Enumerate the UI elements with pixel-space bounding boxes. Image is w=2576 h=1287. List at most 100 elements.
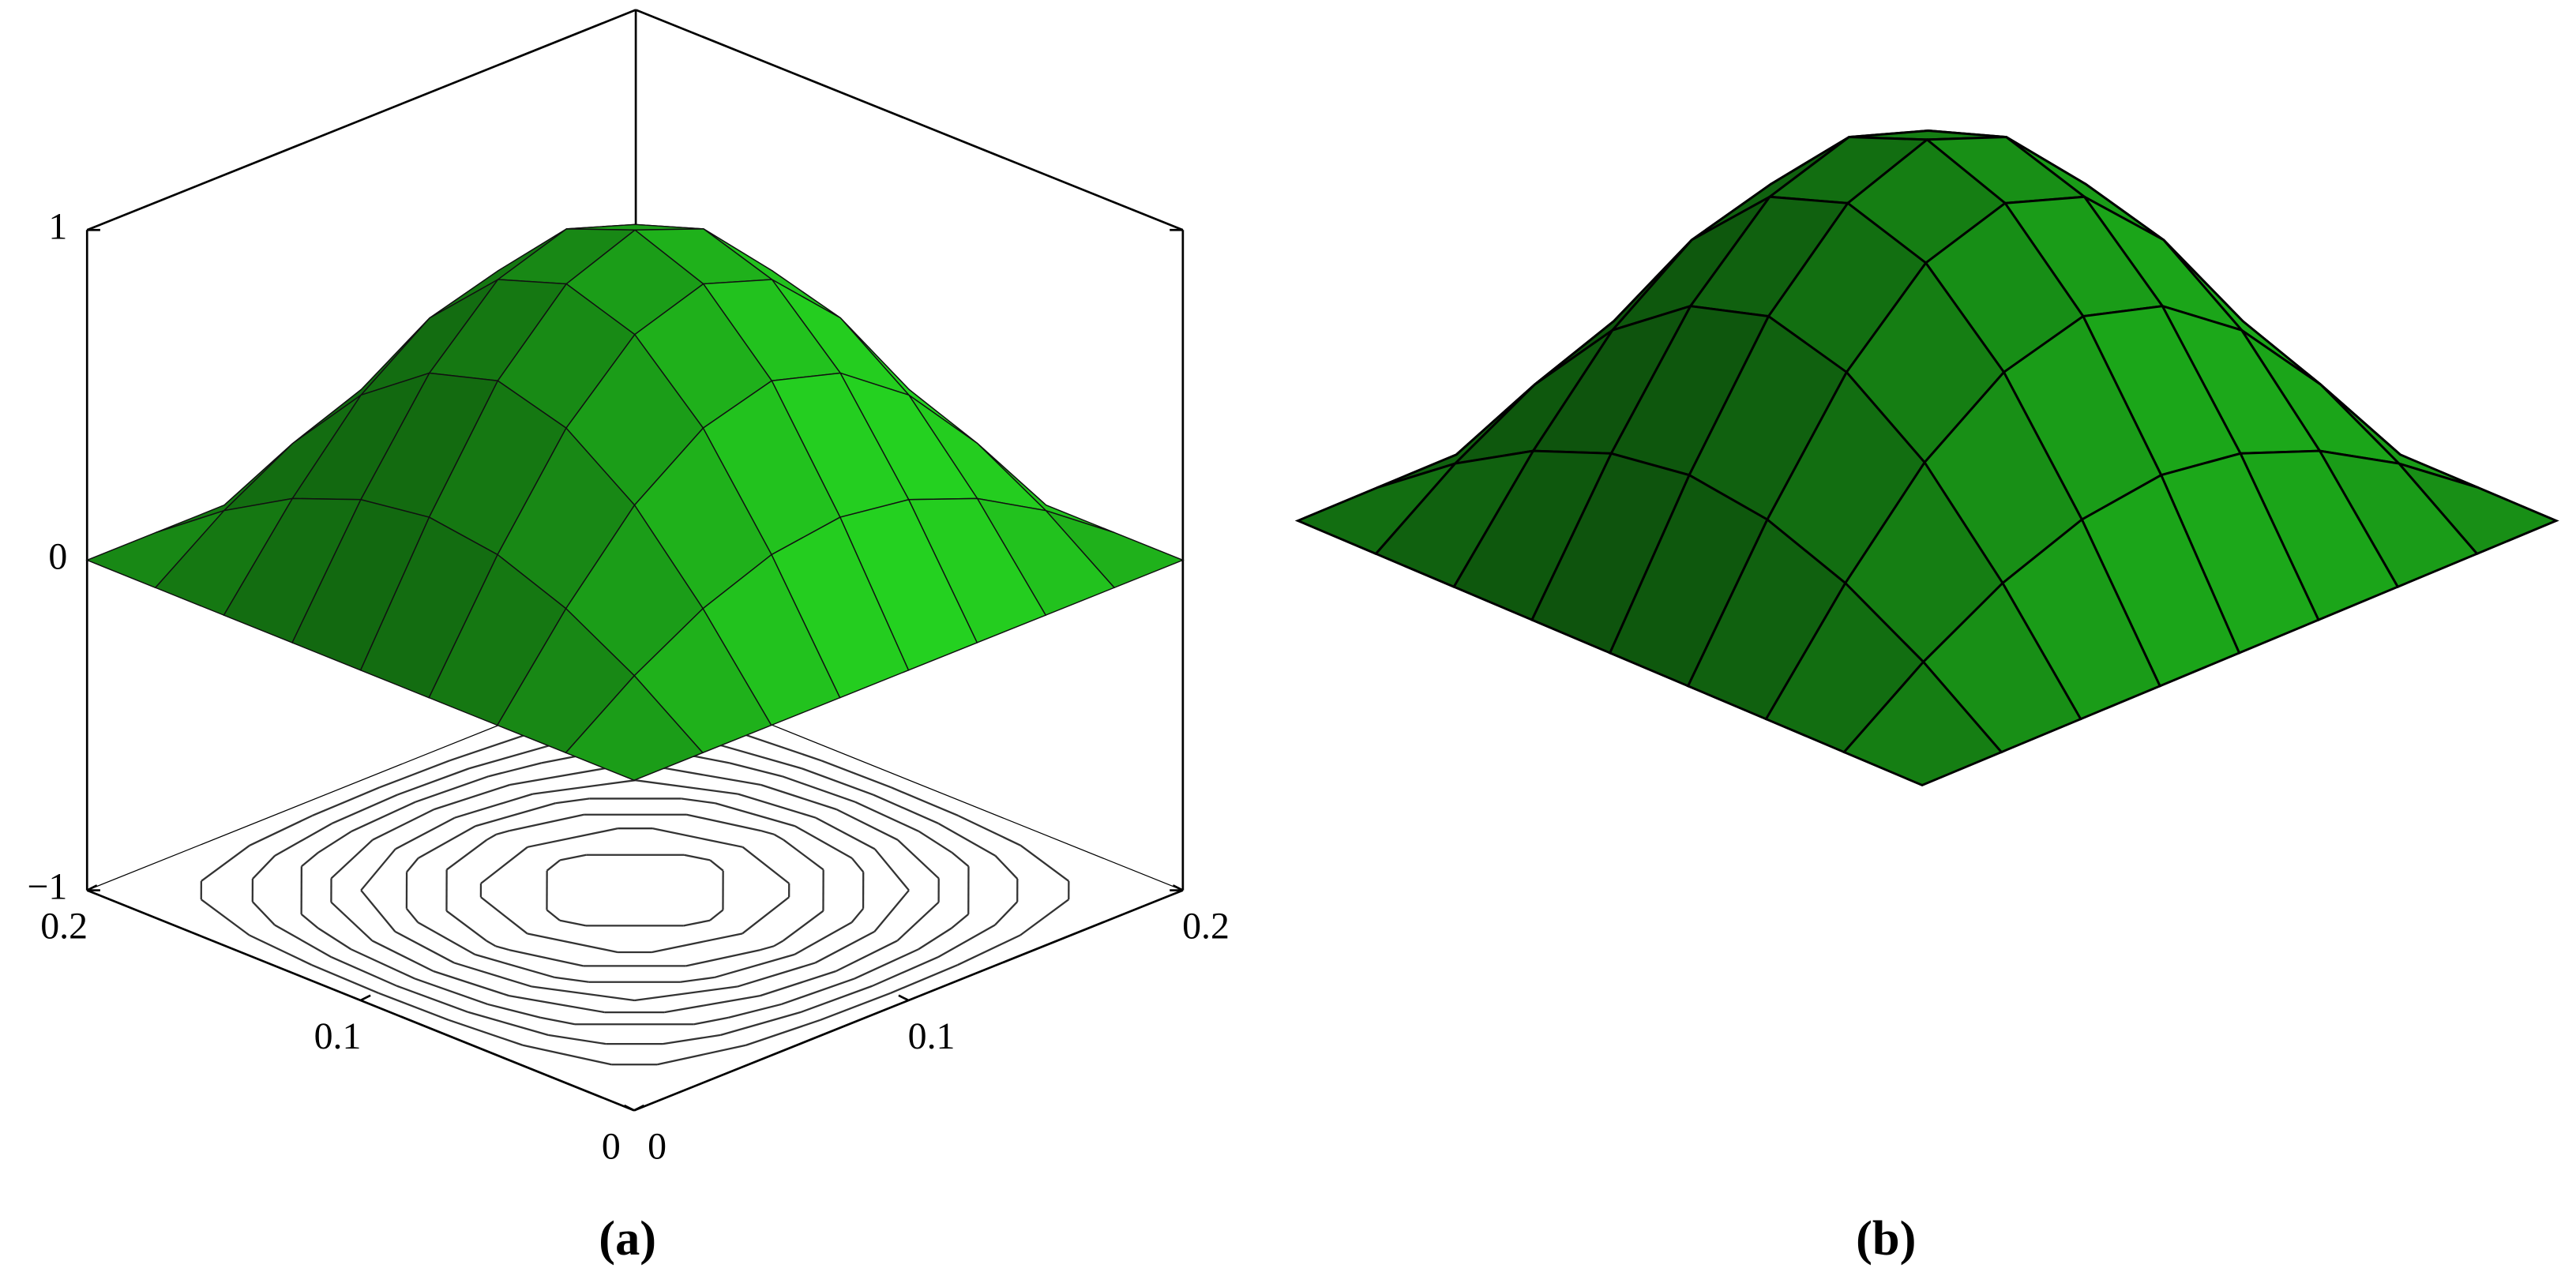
contour-line (814, 930, 875, 964)
contour-line (663, 1034, 721, 1045)
z-tick-label: 0 (48, 535, 67, 577)
contour-line (729, 762, 783, 778)
contour-line (274, 924, 332, 959)
contour-line (312, 786, 380, 817)
contour-line (522, 1044, 612, 1066)
y-tick-label: 0 (648, 1125, 667, 1167)
contour-line (414, 977, 489, 1006)
contour-line (509, 948, 584, 967)
contour-line (918, 927, 952, 951)
contour-line (801, 767, 874, 796)
contour-line (406, 908, 419, 923)
contour-line (480, 896, 528, 935)
contour-line (546, 909, 561, 921)
contour-line (745, 1019, 821, 1046)
contour-line (475, 953, 555, 979)
contour-line (994, 901, 1019, 926)
contour-line (371, 940, 434, 973)
contour-line (311, 964, 379, 994)
contour-line (800, 985, 873, 1013)
contour-line (555, 797, 590, 805)
contour-line (418, 825, 476, 859)
surface-cell (565, 674, 704, 781)
contour-line (330, 839, 374, 880)
contour-line (378, 992, 449, 1021)
contour-line (468, 745, 550, 770)
contour-line (951, 851, 970, 868)
contour-line (794, 921, 853, 955)
contour-line (488, 762, 542, 778)
contour-line (694, 755, 730, 764)
surface-cell (1842, 660, 2003, 787)
contour-line (872, 956, 939, 987)
contour-line (957, 814, 1021, 846)
contour-line (394, 930, 455, 964)
contour-line (509, 995, 605, 1014)
contour-line (249, 814, 314, 846)
x-tick (360, 994, 371, 1002)
contour-line (396, 985, 469, 1013)
contour-line (486, 940, 497, 947)
contour-line (396, 767, 470, 796)
contour-line (635, 779, 738, 795)
contour-line (737, 962, 816, 988)
contour-line (559, 919, 587, 927)
contour-line (249, 934, 313, 966)
contour-line (873, 794, 939, 824)
contour-line (854, 801, 920, 832)
contour-line (252, 854, 276, 880)
contour-line (527, 827, 618, 848)
contour-line (957, 934, 1021, 966)
contour-line (274, 822, 332, 857)
contour-line (486, 833, 497, 841)
contour-line (434, 783, 510, 811)
contour-line (683, 919, 711, 927)
contour-line (652, 827, 743, 848)
surface-plot: −1 0 1 0 0.1 0.2 0 0.1 0.2 (a) (27, 9, 1230, 1266)
contour-line (454, 793, 533, 819)
contour-line (351, 948, 415, 980)
contour-line (665, 767, 761, 786)
contour-line (783, 910, 824, 942)
contour-line (652, 932, 743, 954)
y-tick (898, 994, 910, 1002)
contour-line (686, 813, 761, 832)
contour-line (527, 932, 618, 954)
contour-line (559, 854, 587, 861)
contour-line (379, 760, 450, 789)
contour-line (547, 1034, 606, 1045)
contour-line (468, 1011, 549, 1036)
contour-line (685, 948, 761, 967)
contour-line (417, 921, 475, 955)
contour-line (509, 813, 584, 832)
contour-line (634, 985, 738, 1002)
contour-line (541, 755, 576, 764)
contour-line (728, 1003, 782, 1019)
x-tick (633, 1104, 645, 1112)
contour-line (445, 910, 487, 942)
contour-line (891, 786, 959, 817)
contour-line (372, 809, 435, 841)
contour-line (994, 854, 1019, 880)
contour-line (836, 940, 898, 973)
contour-line (709, 909, 724, 921)
contour-line (854, 948, 919, 980)
x-tick-label: 0 (602, 1125, 621, 1167)
contour-line (715, 802, 796, 827)
contour-line (331, 956, 397, 987)
contour-line (301, 851, 319, 868)
contour-line (201, 899, 250, 936)
contour-line (851, 857, 865, 873)
contour-line (873, 848, 910, 891)
box-edge (635, 9, 1184, 231)
contour-line (532, 779, 636, 795)
contour-line (495, 945, 510, 951)
contour-line (395, 816, 456, 850)
contour-line (738, 793, 817, 819)
contour-line (475, 802, 556, 827)
contour-line (746, 734, 822, 762)
contour-line (937, 822, 996, 857)
contour-line (896, 839, 940, 880)
contour-line (300, 913, 319, 929)
